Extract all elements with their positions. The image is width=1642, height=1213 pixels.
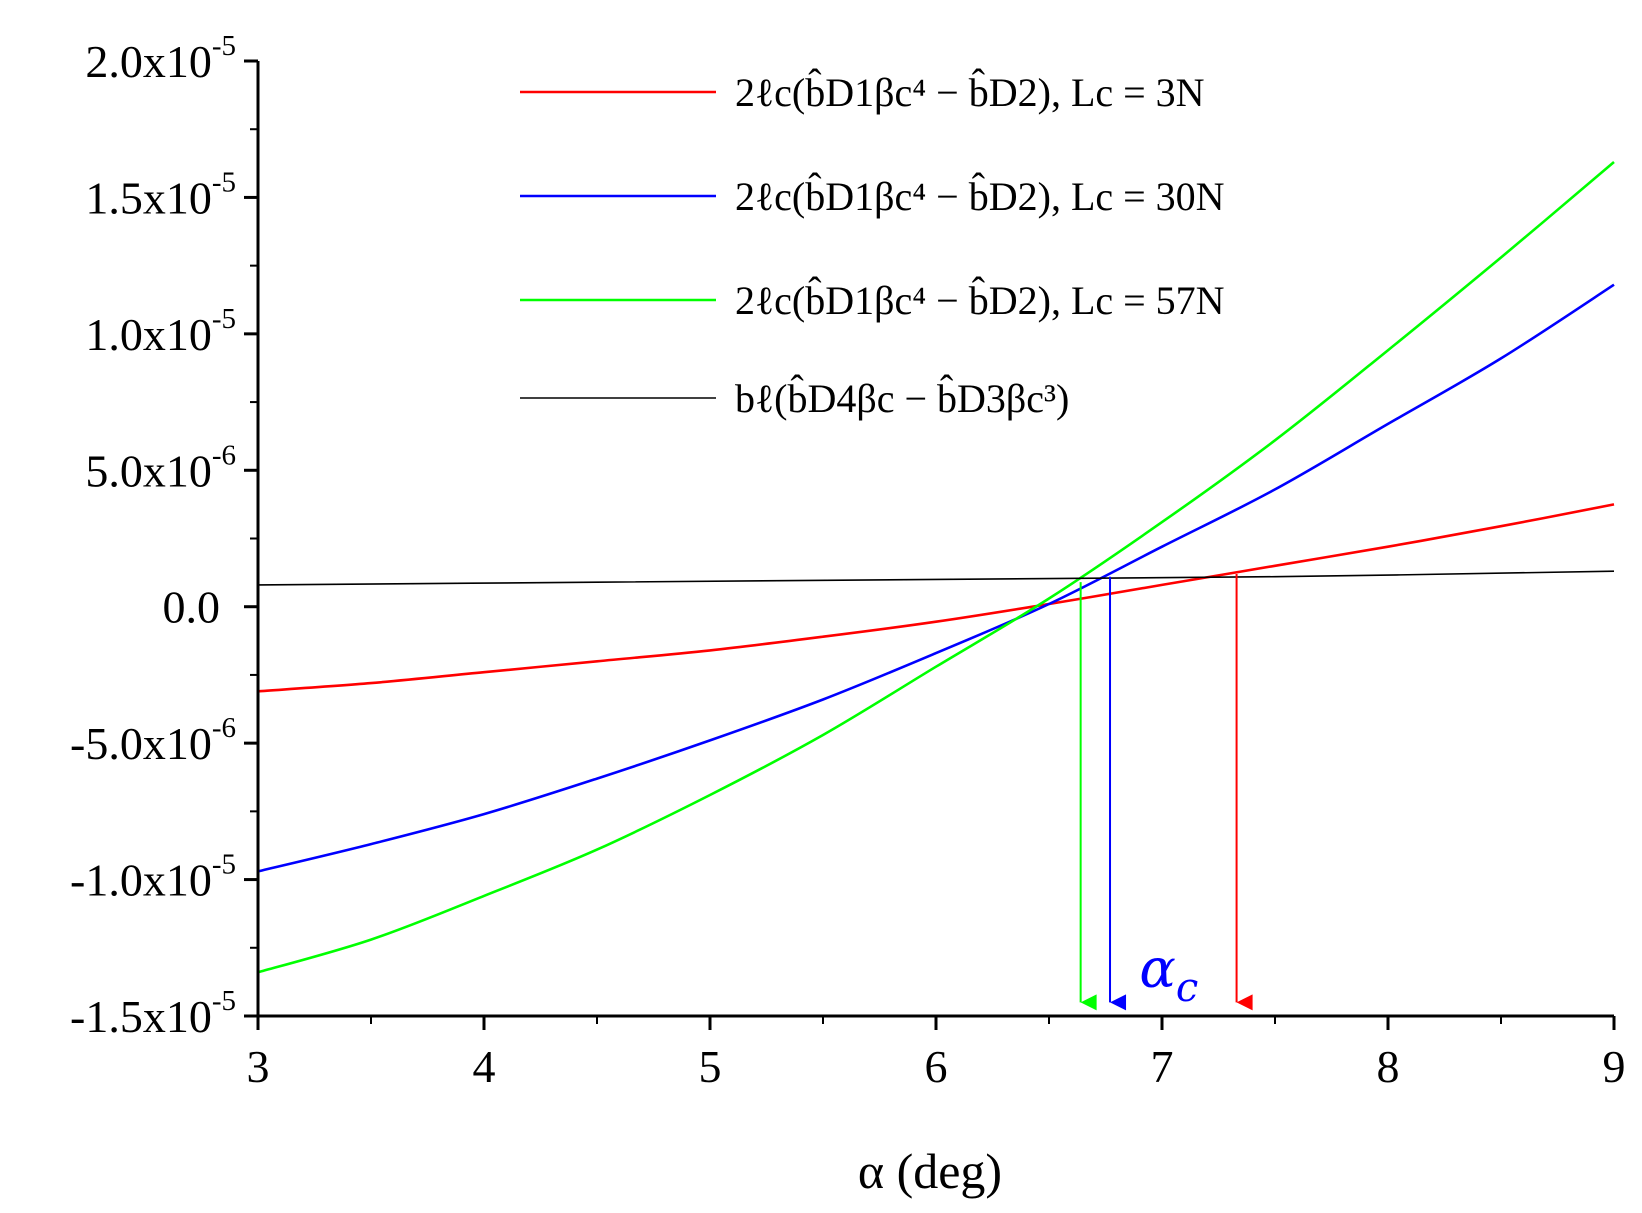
x-tick-label: 5 [699, 1041, 722, 1092]
legend-label: bℓ(b̂D4βc − b̂D3βc³) [735, 375, 1069, 421]
legend-label: 2ℓc(b̂D1βc⁴ − b̂D2), Lc = 30N [735, 173, 1225, 219]
alpha-c-label: αc [1139, 937, 1198, 1011]
x-tick-label: 7 [1151, 1041, 1174, 1092]
alpha-c-markers [1079, 573, 1253, 1011]
axes [244, 59, 1616, 1030]
legend-item-3n: 2ℓc(b̂D1βc⁴ − b̂D2), Lc = 3N [520, 69, 1205, 115]
x-axis-title: α (deg) [858, 1143, 1002, 1199]
x-tick-label: 9 [1603, 1041, 1626, 1092]
y-tick-label: 1.0x10-5 [85, 303, 236, 360]
y-tick-label: 1.5x10-5 [85, 166, 236, 223]
x-tick-label: 6 [925, 1041, 948, 1092]
series-layer [257, 161, 1615, 974]
series-line-57n [257, 161, 1615, 974]
x-tick-label: 8 [1377, 1041, 1400, 1092]
legend: 2ℓc(b̂D1βc⁴ − b̂D2), Lc = 3N 2ℓc(b̂D1βc⁴ … [520, 69, 1225, 421]
tick-labels: 3 4 5 6 7 8 9 2.0x10-5 1.5x10-5 1.0x10-5 5.0x10-6 0… [70, 30, 1626, 1092]
x-tick-label: 3 [247, 1041, 270, 1092]
y-tick-label: -5.0x10-6 [70, 712, 236, 769]
y-tick-label: 0.0 [163, 582, 221, 633]
legend-item-30n: 2ℓc(b̂D1βc⁴ − b̂D2), Lc = 30N [520, 173, 1225, 219]
series-line-30n [257, 283, 1615, 873]
y-tick-label: -1.0x10-5 [70, 849, 236, 906]
legend-item-57n: 2ℓc(b̂D1βc⁴ − b̂D2), Lc = 57N [520, 277, 1225, 323]
x-tick-label: 4 [473, 1041, 496, 1092]
legend-label: 2ℓc(b̂D1βc⁴ − b̂D2), Lc = 57N [735, 277, 1225, 323]
y-tick-label: 5.0x10-6 [85, 439, 236, 496]
series-line-3n [257, 503, 1615, 693]
y-tick-label: -1.5x10-5 [70, 985, 236, 1042]
y-tick-label: 2.0x10-5 [85, 30, 236, 87]
legend-label: 2ℓc(b̂D1βc⁴ − b̂D2), Lc = 3N [735, 69, 1205, 115]
annotations: αc [1139, 937, 1198, 1011]
legend-item-bl: bℓ(b̂D4βc − b̂D3βc³) [520, 375, 1069, 421]
series-line-bl [257, 570, 1615, 586]
